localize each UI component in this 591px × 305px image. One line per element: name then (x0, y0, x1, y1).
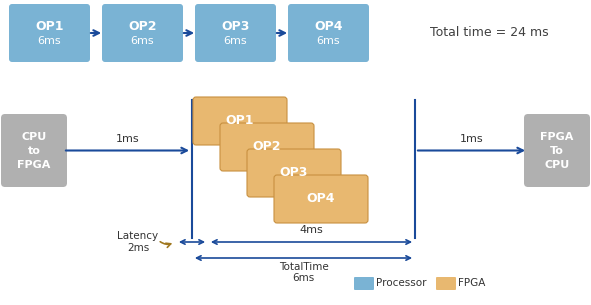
FancyBboxPatch shape (247, 149, 341, 197)
Text: OP2: OP2 (253, 141, 281, 153)
Text: OP3: OP3 (280, 167, 308, 180)
FancyBboxPatch shape (274, 175, 368, 223)
Text: OP1: OP1 (226, 114, 254, 127)
Text: 1ms: 1ms (116, 134, 139, 143)
FancyBboxPatch shape (436, 277, 456, 290)
Text: 4ms: 4ms (300, 225, 323, 235)
Text: 6ms: 6ms (317, 36, 340, 46)
Text: 6ms: 6ms (293, 273, 314, 283)
FancyBboxPatch shape (193, 97, 287, 145)
FancyBboxPatch shape (9, 4, 90, 62)
FancyBboxPatch shape (524, 114, 590, 187)
FancyBboxPatch shape (102, 4, 183, 62)
Text: FPGA
To
CPU: FPGA To CPU (540, 131, 574, 170)
Text: 6ms: 6ms (223, 36, 247, 46)
FancyBboxPatch shape (220, 123, 314, 171)
FancyBboxPatch shape (354, 277, 374, 290)
Text: Total time = 24 ms: Total time = 24 ms (430, 27, 548, 40)
Text: OP2: OP2 (128, 20, 157, 33)
Text: OP3: OP3 (221, 20, 249, 33)
Text: 1ms: 1ms (460, 134, 483, 143)
FancyBboxPatch shape (288, 4, 369, 62)
Text: OP1: OP1 (35, 20, 64, 33)
Text: OP4: OP4 (307, 192, 335, 206)
Text: 6ms: 6ms (38, 36, 61, 46)
FancyBboxPatch shape (195, 4, 276, 62)
FancyArrowPatch shape (160, 242, 171, 247)
Text: TotalTime: TotalTime (278, 262, 329, 272)
Text: Latency
2ms: Latency 2ms (118, 231, 158, 253)
Text: CPU
to
FPGA: CPU to FPGA (17, 131, 51, 170)
Text: OP4: OP4 (314, 20, 343, 33)
Text: Processor: Processor (376, 278, 427, 288)
Text: 6ms: 6ms (131, 36, 154, 46)
Text: FPGA: FPGA (458, 278, 485, 288)
FancyBboxPatch shape (1, 114, 67, 187)
